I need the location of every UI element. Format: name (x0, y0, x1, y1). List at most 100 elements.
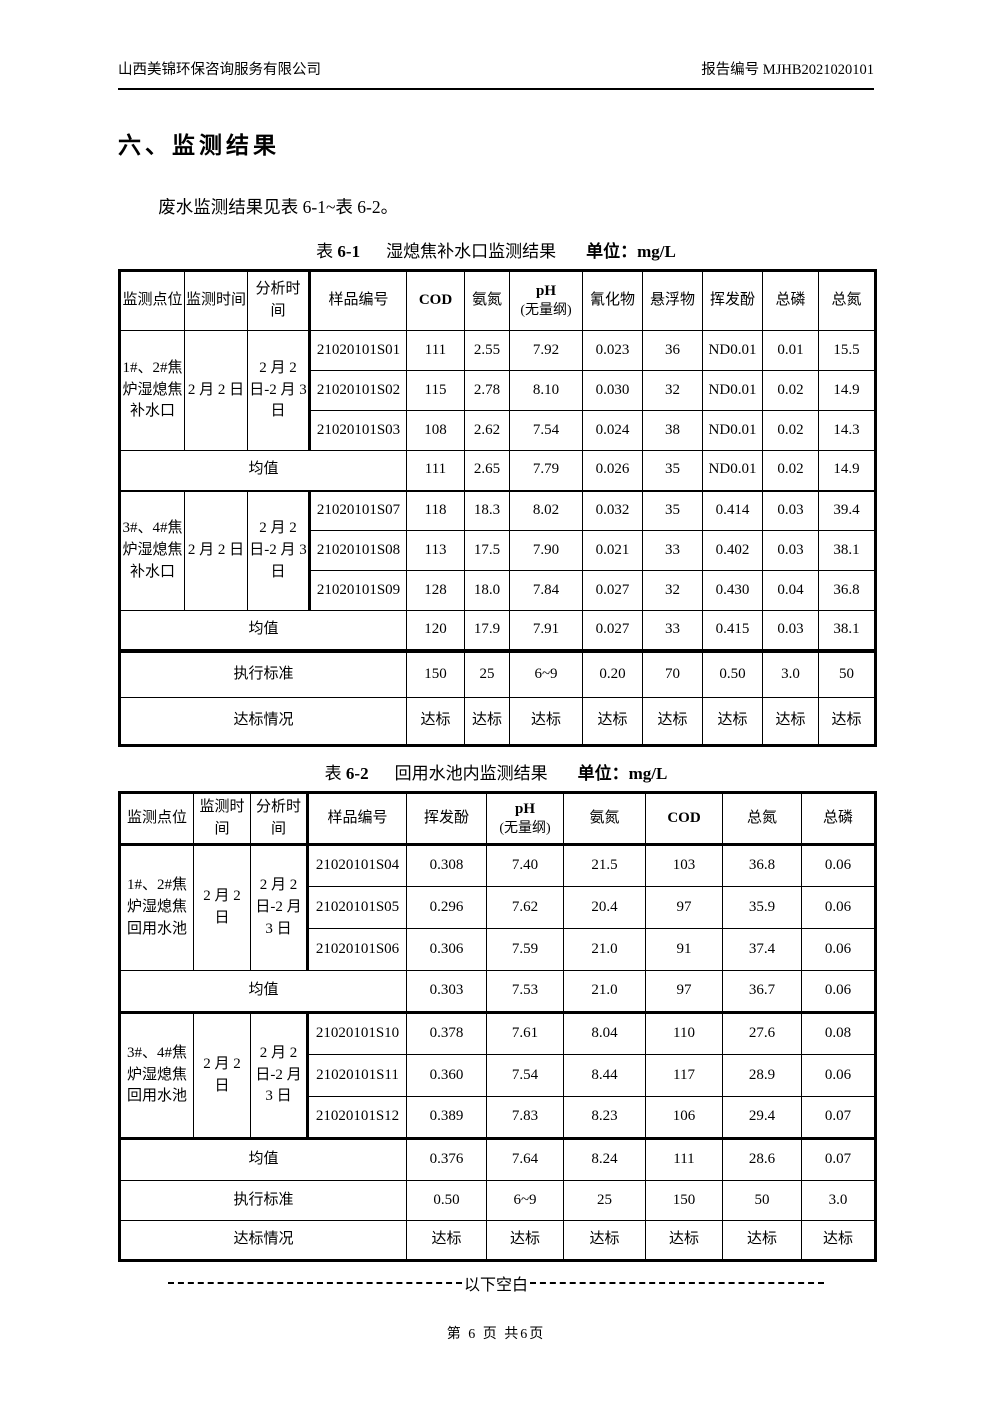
mean-value-cell: 0.06 (801, 970, 876, 1013)
sample-id-cell: 21020101S02 (309, 370, 407, 411)
value-cell: 7.59 (486, 928, 564, 971)
compliance-value-cell: 达标 (818, 697, 876, 746)
table2-caption: 表 6-2 回用水池内监测结果 单位：mg/L (118, 759, 874, 784)
standard-value-cell: 70 (642, 648, 703, 698)
mean-value-cell: 2.65 (464, 450, 510, 491)
value-cell: 18.0 (464, 570, 510, 611)
company-name: 山西美锦环保咨询服务有限公司 (118, 62, 321, 78)
table1-caption: 表 6-1 湿熄焦补水口监测结果 单位：mg/L (118, 237, 874, 262)
value-cell: 0.06 (801, 844, 876, 887)
value-cell: 14.9 (818, 370, 876, 411)
header-cell: 氨氮 (563, 792, 646, 846)
mean-value-cell: 0.415 (702, 610, 763, 651)
compliance-label-cell: 达标情况 (119, 1220, 407, 1261)
mean-value-cell: 17.9 (464, 610, 510, 651)
sample-id-cell: 21020101S11 (307, 1054, 407, 1097)
value-cell: 7.92 (509, 330, 583, 371)
header-cell: 总氮 (818, 270, 876, 331)
mean-value-cell: 0.02 (762, 450, 819, 491)
compliance-value-cell: 达标 (722, 1220, 802, 1261)
value-cell: 0.03 (762, 489, 819, 531)
value-cell: 0.030 (582, 370, 643, 411)
sample-row: 21020101S03 108 2.62 7.54 0.024 38 ND0.0… (120, 410, 876, 451)
header-cell: COD (406, 270, 465, 331)
standard-value-cell: 0.50 (702, 648, 763, 698)
sample-row: 3#、4#焦炉湿熄焦补水口 2 月 2 日 2 月 2 日-2 月 3 日 21… (119, 489, 876, 611)
value-cell: 0.03 (762, 530, 819, 571)
value-cell: 103 (645, 844, 723, 887)
mean-row: 均值 0.303 7.53 21.0 97 36.7 0.06 (119, 970, 876, 1013)
mean-value-cell: 7.79 (509, 450, 583, 491)
table2-caption-label: 表 6-2 (324, 764, 369, 783)
value-cell: 0.360 (406, 1054, 487, 1097)
compliance-value-cell: 达标 (406, 697, 465, 746)
mean-value-cell: 33 (642, 610, 703, 651)
header-cell: 分析时间 (250, 792, 309, 846)
value-cell: 106 (645, 1096, 723, 1139)
mean-label-cell: 均值 (119, 610, 407, 651)
sample-id-cell: 21020101S03 (309, 410, 407, 451)
standard-value-cell: 3.0 (762, 648, 819, 698)
value-cell: 39.4 (818, 489, 876, 531)
compliance-row: 达标情况 达标 达标 达标 达标 达标 达标 达标 达标 (119, 697, 876, 746)
document-header: 山西美锦环保咨询服务有限公司 报告编号 MJHB2021020101 (118, 58, 874, 90)
mean-value-cell: 7.53 (486, 970, 564, 1013)
value-cell: 117 (645, 1054, 723, 1097)
value-cell: 28.9 (722, 1054, 802, 1097)
sample-row: 1#、2#焦炉湿熄焦回用水池 2 月 2 日 2 月 2 日-2 月 3 日 2… (119, 844, 876, 971)
value-cell: 17.5 (464, 530, 510, 571)
mean-value-cell: 97 (645, 970, 723, 1013)
mean-value-cell: 38.1 (818, 610, 876, 651)
table2-header-row: 监测点位 监测时间 分析时间 样品编号 挥发酚 pH (无量纲) 氨氮 COD 总… (119, 792, 876, 846)
sample-id-cell: 21020101S06 (307, 928, 407, 971)
sample-row: 3#、4#焦炉湿熄焦回用水池 2 月 2 日 2 月 2 日-2 月 3 日 2… (119, 1011, 876, 1139)
dash-line-right (530, 1282, 825, 1284)
header-cell: 监测时间 (193, 792, 251, 846)
value-cell: 20.4 (563, 886, 646, 929)
value-cell: 118 (406, 489, 465, 531)
standard-value-cell: 6~9 (486, 1180, 564, 1221)
value-cell: 32 (642, 370, 703, 411)
value-cell: ND0.01 (702, 410, 763, 451)
value-cell: 8.04 (563, 1011, 646, 1055)
mean-value-cell: 36.7 (722, 970, 802, 1013)
sample-id-cell: 21020101S10 (307, 1011, 407, 1055)
value-cell: 0.021 (582, 530, 643, 571)
sample-row: 21020101S06 0.306 7.59 21.0 91 37.4 0.06 (120, 928, 876, 971)
compliance-value-cell: 达标 (762, 697, 819, 746)
value-cell: 7.54 (509, 410, 583, 451)
table-6-1: 监测点位 监测时间 分析时间 样品编号 COD 氨氮 pH (无量纲) 氰化物 悬… (118, 269, 877, 747)
below-blank-marker: 以下空白 (118, 1271, 874, 1295)
value-cell: 8.02 (509, 489, 583, 531)
header-cell: 氨氮 (464, 270, 510, 331)
value-cell: 0.430 (702, 570, 763, 611)
sample-id-cell: 21020101S01 (309, 330, 407, 371)
value-cell: 108 (406, 410, 465, 451)
value-cell: 2.78 (464, 370, 510, 411)
value-cell: 38.1 (818, 530, 876, 571)
value-cell: 0.024 (582, 410, 643, 451)
sample-row: 21020101S12 0.389 7.83 8.23 106 29.4 0.0… (120, 1096, 876, 1139)
compliance-value-cell: 达标 (582, 697, 643, 746)
value-cell: 0.08 (801, 1011, 876, 1055)
value-cell: 91 (645, 928, 723, 971)
value-cell: 7.62 (486, 886, 564, 929)
value-cell: 97 (645, 886, 723, 929)
value-cell: 0.306 (406, 928, 487, 971)
value-cell: 0.027 (582, 570, 643, 611)
sample-row: 21020101S05 0.296 7.62 20.4 97 35.9 0.06 (120, 886, 876, 929)
value-cell: 0.414 (702, 489, 763, 531)
value-cell: 0.389 (406, 1096, 487, 1139)
blank-label: 以下空白 (464, 1277, 529, 1294)
value-cell: 2.55 (464, 330, 510, 371)
standard-label-cell: 执行标准 (119, 1180, 407, 1221)
mean-label-cell: 均值 (119, 1137, 407, 1181)
value-cell: 0.296 (406, 886, 487, 929)
compliance-label-cell: 达标情况 (119, 697, 407, 746)
value-cell: 8.23 (563, 1096, 646, 1139)
sample-id-cell: 21020101S05 (307, 886, 407, 929)
value-cell: 21.0 (563, 928, 646, 971)
mean-value-cell: 120 (406, 610, 465, 651)
compliance-value-cell: 达标 (486, 1220, 564, 1261)
header-cell: 监测点位 (119, 270, 185, 331)
